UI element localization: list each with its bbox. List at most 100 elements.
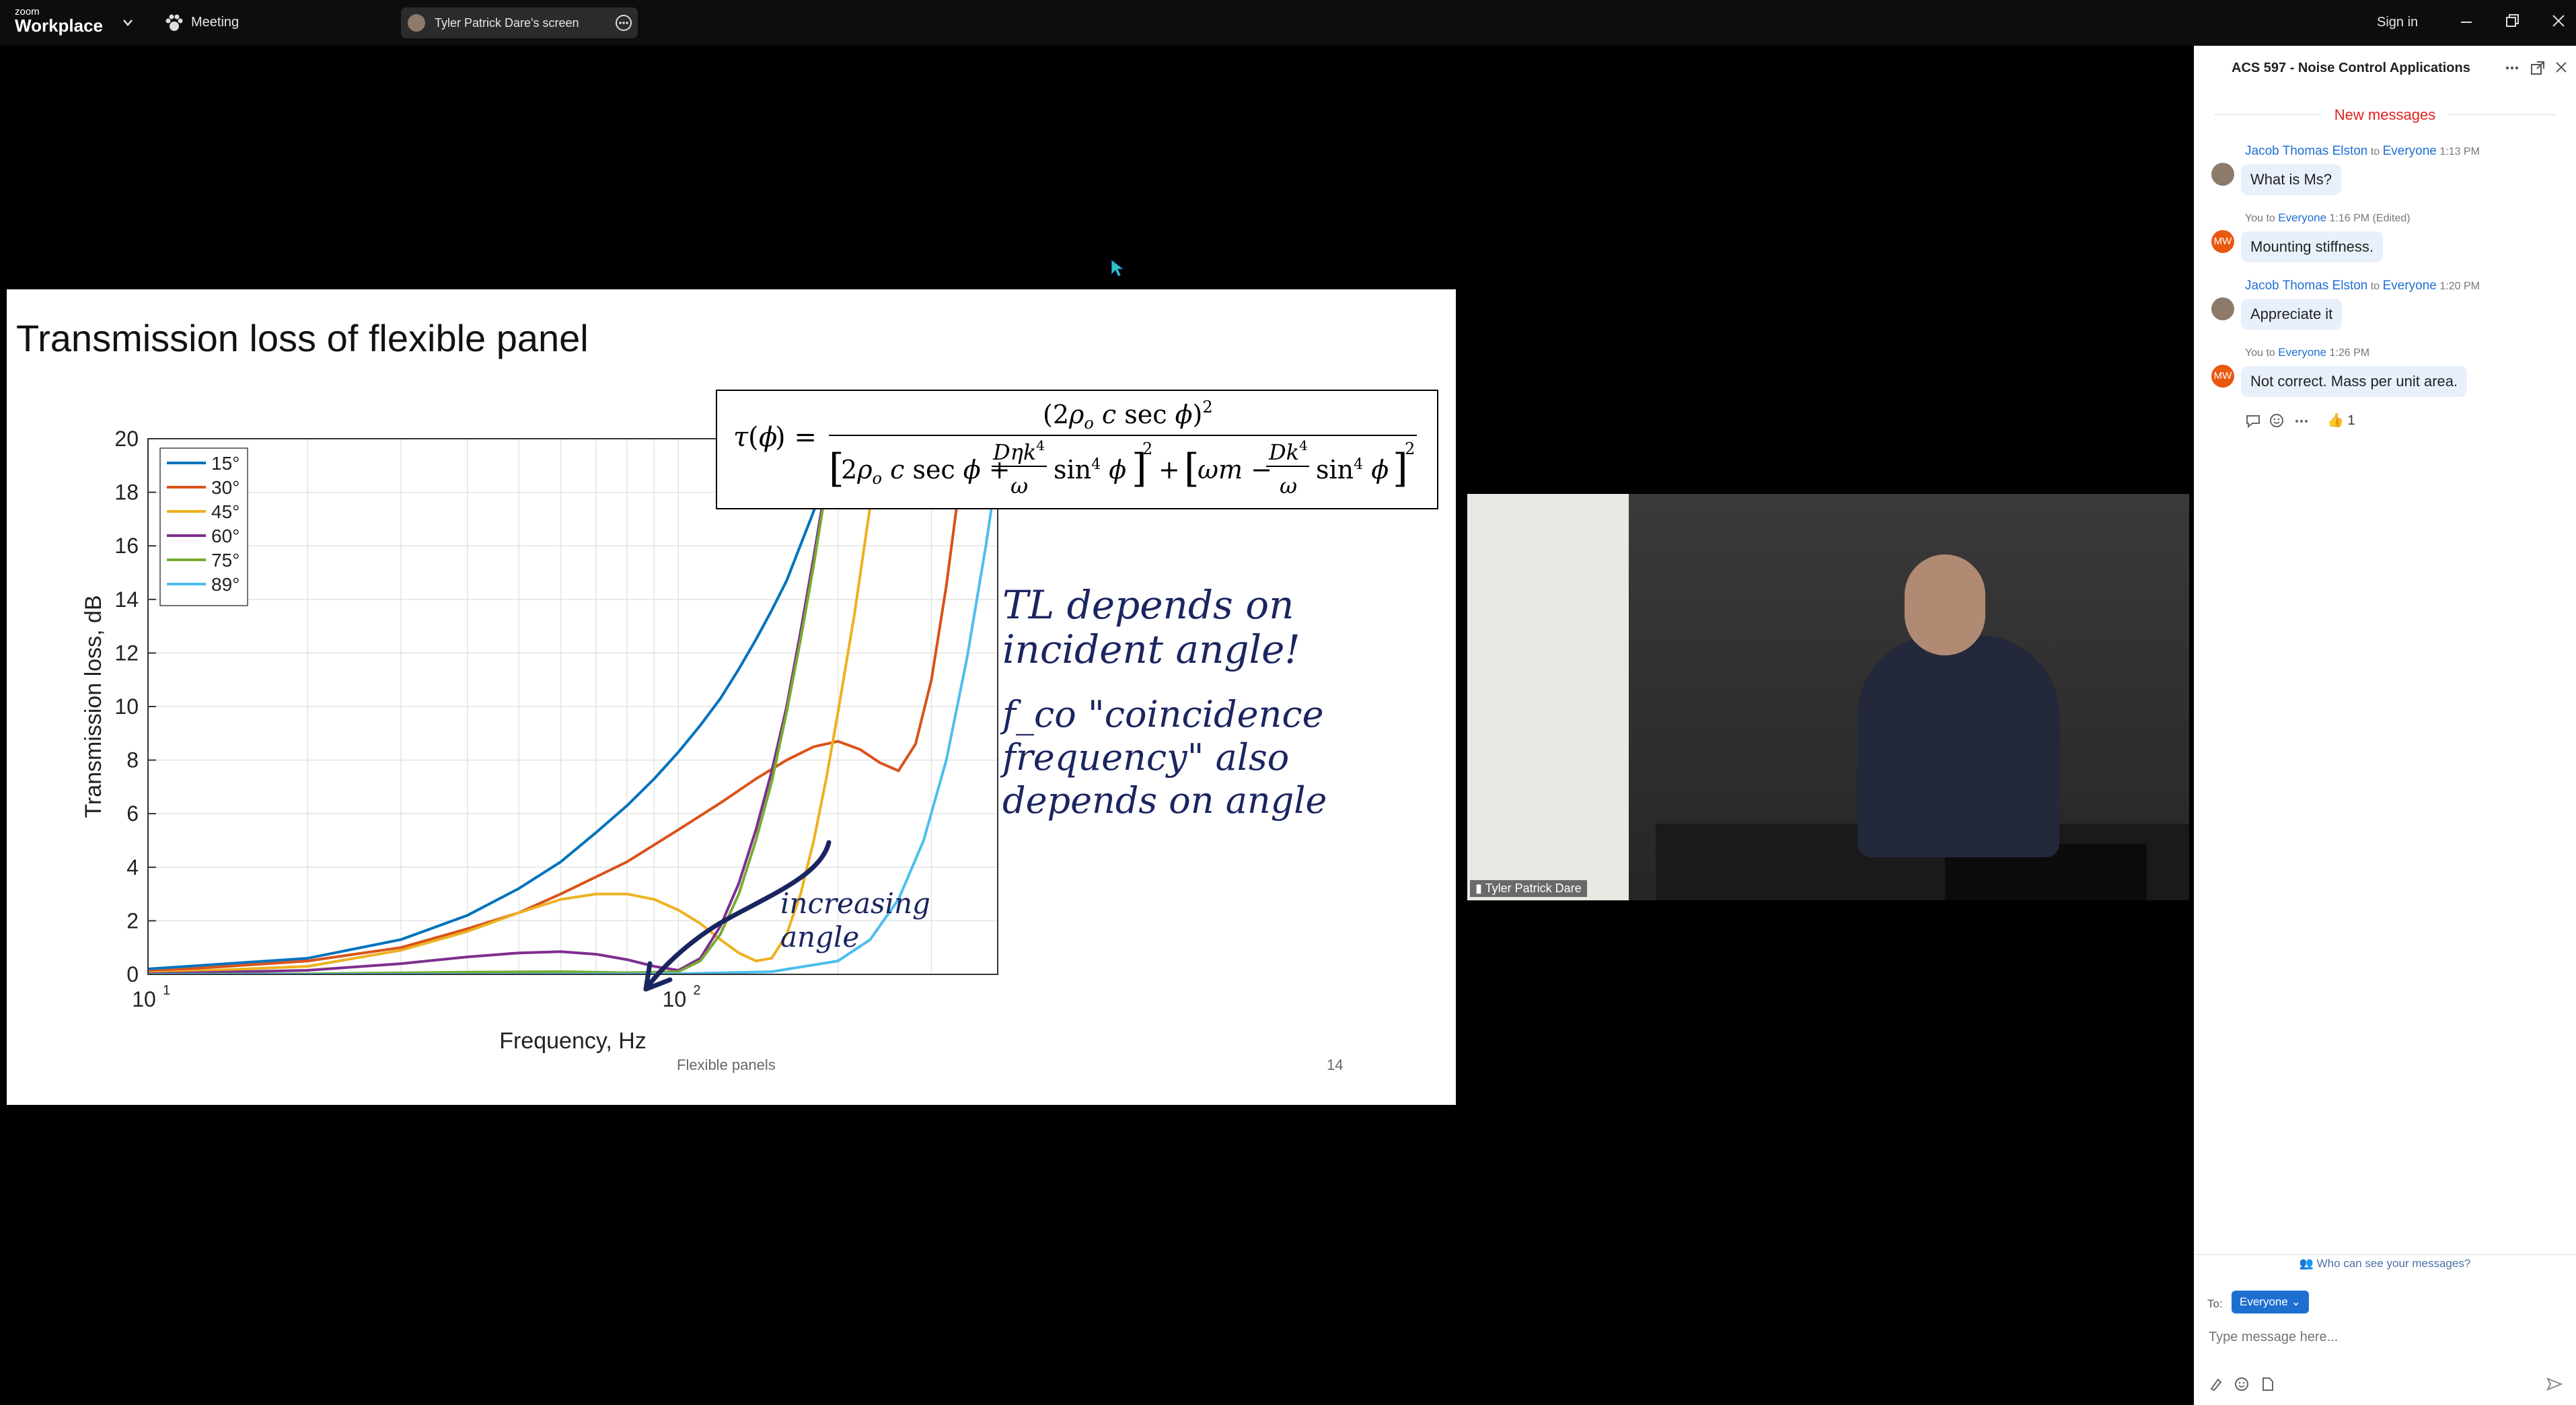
message-bubble[interactable]: Mounting stiffness. xyxy=(2241,231,2384,262)
recipient-name[interactable]: Everyone xyxy=(2382,279,2437,293)
meeting-label[interactable]: Meeting xyxy=(191,15,240,30)
presenter-avatar xyxy=(408,14,425,32)
svg-text:) =: ) = xyxy=(775,422,817,453)
y-tick-label: 4 xyxy=(126,855,139,879)
send-icon[interactable] xyxy=(2546,1377,2563,1392)
message-bubble[interactable]: Appreciate it xyxy=(2241,299,2343,330)
svg-text:sin4 ϕ: sin4 ϕ xyxy=(1054,455,1126,484)
avatar[interactable]: MW xyxy=(2211,365,2234,388)
participant-name: Tyler Patrick Dare xyxy=(1485,881,1582,895)
series-line xyxy=(148,439,883,974)
recipient-dropdown-value: Everyone xyxy=(2240,1295,2288,1308)
more-actions-icon[interactable] xyxy=(2295,419,2308,424)
chevron-down-icon[interactable] xyxy=(122,19,133,27)
screen-share-pill[interactable]: Tyler Patrick Dare's screen xyxy=(401,7,638,38)
sender-name[interactable]: Jacob Thomas Elston xyxy=(2245,144,2368,158)
sender-name[interactable]: Jacob Thomas Elston xyxy=(2245,279,2368,293)
message-time: 1:26 PM xyxy=(2329,347,2370,359)
y-tick-label: 20 xyxy=(114,427,139,451)
avatar[interactable] xyxy=(2211,297,2234,320)
series-line xyxy=(148,439,836,974)
message-header: Jacob Thomas Elston to Everyone 1:13 PM xyxy=(2245,144,2480,159)
x-tick-label: 10 xyxy=(663,987,687,1011)
message-header: Jacob Thomas Elston to Everyone 1:20 PM xyxy=(2245,279,2480,293)
more-icon[interactable] xyxy=(2505,65,2519,71)
reply-icon[interactable] xyxy=(2245,413,2261,428)
x-tick-exponent: 1 xyxy=(163,983,170,998)
legend-label: 89° xyxy=(211,574,240,595)
share-label: Tyler Patrick Dare's screen xyxy=(435,16,579,30)
top-bar: zoom Workplace Meeting Tyler Patrick Dar… xyxy=(0,0,2576,46)
series-line xyxy=(148,439,835,974)
more-options-icon[interactable] xyxy=(615,14,632,32)
annotation-arrow xyxy=(643,840,832,992)
format-text-icon[interactable] xyxy=(2209,1377,2223,1392)
to-word: to xyxy=(2266,347,2275,359)
emoji-reaction-icon[interactable] xyxy=(2269,413,2285,428)
svg-text:]: ] xyxy=(1393,445,1408,491)
svg-text:ω: ω xyxy=(1280,473,1297,499)
message-input[interactable] xyxy=(2207,1324,2560,1350)
sign-in-button[interactable]: Sign in xyxy=(2377,15,2419,30)
svg-text:]: ] xyxy=(1132,445,1147,491)
sender-name: You xyxy=(2245,213,2263,224)
who-can-see-link[interactable]: 👥 Who can see your messages? xyxy=(2194,1257,2576,1270)
message-bubble[interactable]: What is Ms? xyxy=(2241,164,2342,195)
svg-text:sin4 ϕ: sin4 ϕ xyxy=(1316,455,1389,484)
x-tick-exponent: 2 xyxy=(693,983,700,998)
recipient-name[interactable]: Everyone xyxy=(2278,211,2327,224)
recipient-dropdown[interactable]: Everyone ⌄ xyxy=(2232,1291,2309,1313)
annotation-coincidence: f_co "coincidence frequency" also depend… xyxy=(1002,693,1327,822)
recipient-name[interactable]: Everyone xyxy=(2278,346,2327,359)
svg-text:2ρo c sec ϕ +: 2ρo c sec ϕ + xyxy=(841,455,1010,488)
minimize-icon[interactable] xyxy=(2460,17,2473,27)
thumbs-up-reaction[interactable]: 👍 1 xyxy=(2327,413,2355,428)
chat-divider xyxy=(2194,1254,2576,1255)
file-attach-icon[interactable] xyxy=(2260,1377,2275,1392)
svg-text:ωm −: ωm − xyxy=(1198,455,1272,484)
divider-left xyxy=(2214,114,2322,115)
formula-box: τ ( ϕ ) = (2ρo c sec ϕ)2 [ 2ρo c sec ϕ +… xyxy=(716,390,1438,509)
zoom-logo[interactable]: zoom Workplace xyxy=(15,7,103,34)
paw-icon xyxy=(165,14,183,31)
y-tick-label: 6 xyxy=(126,801,139,826)
to-word: to xyxy=(2370,146,2380,157)
close-window-icon[interactable] xyxy=(2551,13,2566,28)
participant-video[interactable]: ▮ Tyler Patrick Dare xyxy=(1467,494,2189,900)
y-axis-label: Transmission loss, dB xyxy=(81,595,106,818)
restore-icon[interactable] xyxy=(2505,13,2520,28)
transmission-loss-chart: 0 2 4 6 8 10 12 14 16 18 20 10 1 10 2 Frequency, Hz Tran… xyxy=(81,427,998,1054)
svg-text:Dηk4: Dηk4 xyxy=(992,437,1045,465)
svg-text:[: [ xyxy=(829,445,844,491)
series-line xyxy=(148,439,967,973)
brand-big: Workplace xyxy=(15,15,104,36)
chat-panel: ACS 597 - Noise Control Applications New… xyxy=(2194,46,2576,1405)
shared-slide: Transmission loss of flexible panel 0 2 4 6… xyxy=(7,289,1456,1105)
message-header: You to Everyone 1:16 PM (Edited) xyxy=(2245,211,2411,225)
avatar[interactable]: MW xyxy=(2211,230,2234,253)
sender-name: You xyxy=(2245,347,2263,359)
legend-label: 60° xyxy=(211,526,240,546)
y-tick-label: 16 xyxy=(114,534,139,558)
recipient-name[interactable]: Everyone xyxy=(2382,144,2437,158)
svg-text:(: ( xyxy=(748,422,759,453)
close-chat-icon[interactable] xyxy=(2554,61,2568,74)
emoji-icon[interactable] xyxy=(2234,1377,2249,1392)
y-tick-label: 18 xyxy=(114,480,139,505)
to-word: to xyxy=(2266,213,2275,224)
message-time: 1:16 PM (Edited) xyxy=(2329,213,2411,224)
message-bubble[interactable]: Not correct. Mass per unit area. xyxy=(2241,366,2468,397)
y-tick-label: 2 xyxy=(126,908,139,933)
message-time: 1:20 PM xyxy=(2439,281,2480,292)
svg-text:2: 2 xyxy=(1142,439,1152,458)
svg-text:(2ρo c sec ϕ)2: (2ρo c sec ϕ)2 xyxy=(1043,398,1213,433)
avatar[interactable] xyxy=(2211,163,2234,186)
chat-title: ACS 597 - Noise Control Applications xyxy=(2232,61,2470,75)
people-icon: 👥 xyxy=(2299,1257,2314,1270)
x-tick-label: 10 xyxy=(132,987,156,1011)
pop-out-icon[interactable] xyxy=(2530,61,2545,75)
y-tick-label: 8 xyxy=(126,748,139,772)
series-line xyxy=(148,439,836,970)
svg-text:Dk4: Dk4 xyxy=(1268,437,1308,465)
signal-icon: ▮ xyxy=(1475,881,1482,895)
